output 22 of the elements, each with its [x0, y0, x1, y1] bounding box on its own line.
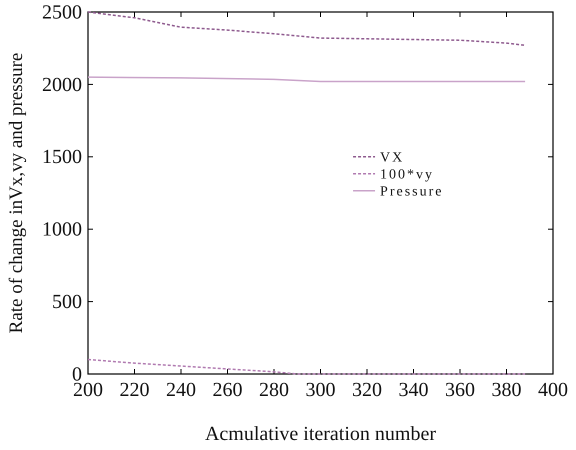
line-series: [87, 358, 526, 375]
x-tick-label: 240: [166, 379, 196, 402]
x-tick-label: 400: [538, 379, 568, 402]
y-tick-label: 2000: [42, 74, 82, 96]
legend-label: Pressure: [380, 184, 444, 200]
x-tick-label: 260: [212, 379, 242, 402]
legend-label: 100*vy: [380, 168, 434, 183]
legend-label: VX: [380, 150, 404, 166]
x-tick-label: 380: [492, 379, 522, 402]
line-series: [87, 11, 526, 46]
x-tick-label: 360: [445, 379, 475, 402]
x-tick-label: 320: [352, 379, 382, 402]
y-tick-label: 500: [52, 291, 82, 313]
y-tick-label: 2500: [42, 1, 82, 24]
x-tick-label: 220: [120, 379, 150, 402]
y-tick-label: 1000: [42, 218, 82, 241]
x-tick-label: 280: [259, 379, 289, 402]
x-axis-title: Acmulative iteration number: [204, 423, 436, 445]
y-tick-label: 1500: [42, 146, 82, 168]
y-axis-title: Rate of change inVx,vy and pressure: [6, 52, 27, 334]
x-tick-label: 300: [306, 379, 336, 402]
x-tick-label: 340: [398, 379, 428, 402]
